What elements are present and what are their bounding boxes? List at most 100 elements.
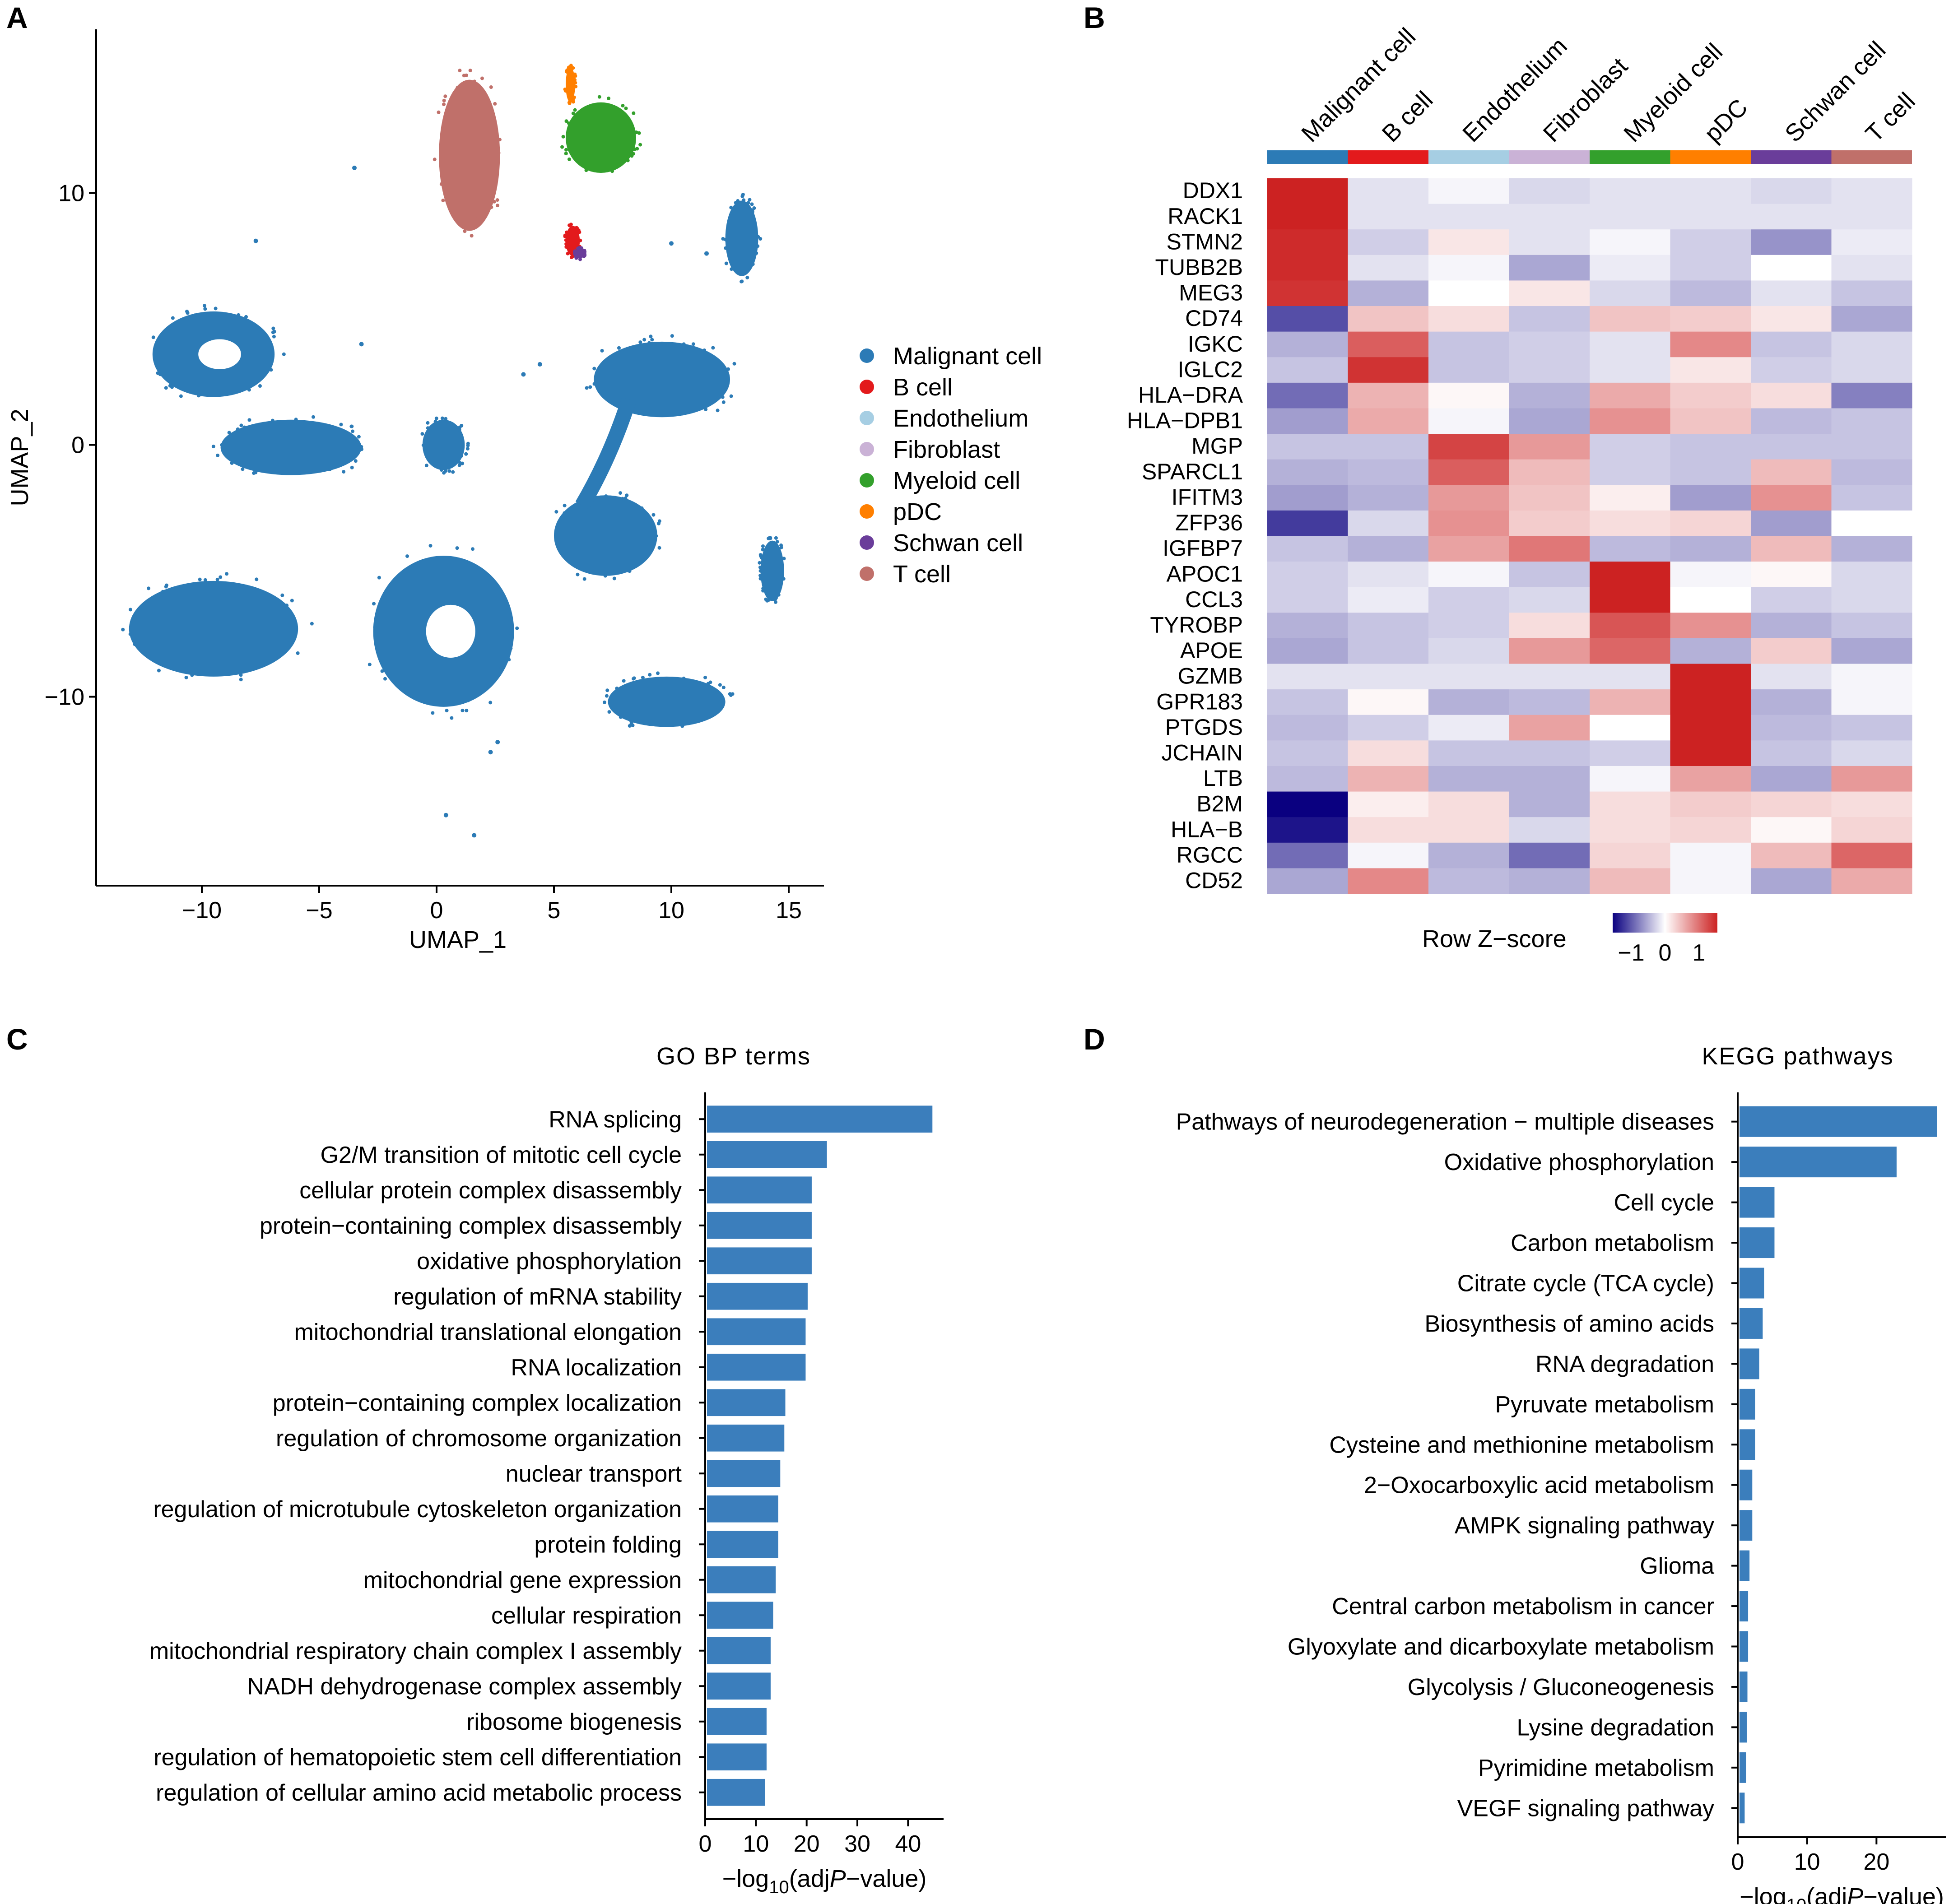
heatmap-cell bbox=[1670, 178, 1751, 204]
legend-label: B cell bbox=[893, 374, 953, 401]
umap-point bbox=[758, 573, 763, 577]
heatmap-cell bbox=[1348, 204, 1429, 230]
heatmap-cell bbox=[1831, 357, 1912, 383]
kegg-bar bbox=[1740, 1671, 1748, 1702]
umap-y-tick-label: 0 bbox=[71, 432, 84, 459]
heatmap-cell bbox=[1751, 204, 1832, 230]
heatmap-cell bbox=[1831, 766, 1912, 792]
umap-point bbox=[294, 418, 298, 422]
heatmap-cell bbox=[1590, 510, 1670, 536]
umap-point bbox=[682, 342, 686, 346]
heatmap-cell bbox=[1428, 613, 1509, 639]
kegg-category-label: Central carbon metabolism in cancer bbox=[1332, 1593, 1714, 1620]
go-bp-x-tick-label: 40 bbox=[895, 1831, 921, 1857]
heatmap-cell bbox=[1831, 510, 1912, 536]
heatmap-cell bbox=[1831, 613, 1912, 639]
kegg-category-label: Cysteine and methionine metabolism bbox=[1329, 1432, 1714, 1458]
umap-point bbox=[703, 675, 707, 679]
heatmap-cell bbox=[1267, 434, 1348, 460]
heatmap-cell bbox=[1509, 510, 1590, 536]
heatmap-cell bbox=[1348, 842, 1429, 868]
umap-point bbox=[508, 631, 512, 635]
heatmap-cell bbox=[1267, 255, 1348, 281]
umap-point bbox=[597, 95, 601, 99]
umap-point bbox=[442, 102, 446, 107]
go-bp-category-label: protein−containing complex disassembly bbox=[260, 1213, 682, 1239]
umap-point bbox=[724, 261, 728, 265]
heatmap-row-label: ZFP36 bbox=[1175, 510, 1243, 535]
umap-point bbox=[761, 544, 765, 548]
heatmap-cell bbox=[1831, 664, 1912, 690]
umap-point bbox=[632, 111, 636, 115]
umap-point bbox=[203, 578, 207, 582]
kegg-category-label: Pyruvate metabolism bbox=[1495, 1392, 1714, 1418]
umap-point bbox=[779, 545, 783, 549]
heatmap-column-label: T cell bbox=[1861, 88, 1921, 148]
heatmap-cell bbox=[1428, 868, 1509, 894]
umap-point bbox=[480, 76, 484, 80]
heatmap-cell bbox=[1428, 204, 1509, 230]
umap-point bbox=[451, 470, 455, 474]
umap-point bbox=[758, 576, 763, 580]
heatmap-cell bbox=[1428, 510, 1509, 536]
kegg-category-label: Carbon metabolism bbox=[1511, 1230, 1714, 1256]
umap-point bbox=[202, 304, 206, 308]
heatmap-cell bbox=[1670, 613, 1751, 639]
heatmap-cell bbox=[1670, 740, 1751, 766]
umap-cluster-hole-4 bbox=[426, 604, 475, 658]
heatmap-cell bbox=[1509, 382, 1590, 409]
legend-swatch bbox=[860, 567, 874, 581]
umap-point bbox=[472, 79, 476, 84]
umap-point bbox=[239, 678, 243, 682]
heatmap-cell bbox=[1267, 459, 1348, 485]
umap-point bbox=[567, 157, 571, 161]
umap-point bbox=[269, 368, 273, 372]
umap-point bbox=[561, 135, 565, 139]
kegg-bar bbox=[1740, 1510, 1753, 1541]
heatmap-cell bbox=[1509, 766, 1590, 792]
kegg-title: KEGG pathways bbox=[1702, 1043, 1893, 1070]
heatmap-cell bbox=[1509, 485, 1590, 511]
umap-point bbox=[474, 693, 478, 697]
umap-cluster-10 bbox=[439, 79, 500, 231]
heatmap-cell bbox=[1348, 868, 1429, 894]
umap-point bbox=[567, 101, 571, 105]
umap-point bbox=[563, 89, 567, 93]
go-bp-x-tick-label: 30 bbox=[844, 1831, 870, 1857]
umap-point bbox=[732, 362, 736, 366]
heatmap-cell bbox=[1670, 485, 1751, 511]
go-bp-bar bbox=[707, 1779, 765, 1806]
heatmap-cell bbox=[1267, 587, 1348, 613]
umap-point bbox=[443, 94, 447, 98]
umap-point bbox=[247, 418, 251, 422]
umap-point bbox=[563, 503, 567, 507]
umap-point bbox=[351, 429, 355, 433]
heatmap-cell bbox=[1267, 306, 1348, 332]
umap-point bbox=[726, 367, 730, 371]
umap-x-tick-label: −5 bbox=[306, 897, 332, 924]
umap-point bbox=[216, 453, 220, 457]
umap-point bbox=[241, 467, 245, 471]
go-bp-title: GO BP terms bbox=[656, 1043, 811, 1070]
umap-point bbox=[637, 131, 641, 135]
legend-label: Myeloid cell bbox=[893, 467, 1020, 494]
umap-point bbox=[567, 148, 572, 152]
umap-point bbox=[629, 719, 633, 723]
kegg-bar bbox=[1740, 1752, 1746, 1783]
umap-x-tick-label: 5 bbox=[548, 897, 561, 924]
go-bp-category-label: mitochondrial respiratory chain complex … bbox=[149, 1638, 682, 1664]
umap-cluster-12 bbox=[566, 67, 575, 102]
heatmap-cell bbox=[1428, 638, 1509, 664]
heatmap-cell bbox=[1831, 562, 1912, 588]
heatmap-row-label: PTGDS bbox=[1165, 715, 1243, 740]
heatmap-cell bbox=[1590, 434, 1670, 460]
umap-point bbox=[758, 565, 762, 569]
kegg-category-label: 2−Oxocarboxylic acid metabolism bbox=[1364, 1472, 1714, 1499]
kegg-category-label: Biosynthesis of amino acids bbox=[1424, 1311, 1714, 1337]
heatmap-cell bbox=[1348, 766, 1429, 792]
heatmap-cell bbox=[1267, 178, 1348, 204]
go-bp-bar bbox=[707, 1566, 776, 1593]
umap-point bbox=[721, 395, 725, 399]
umap-point bbox=[121, 627, 125, 632]
umap-point bbox=[420, 432, 424, 436]
